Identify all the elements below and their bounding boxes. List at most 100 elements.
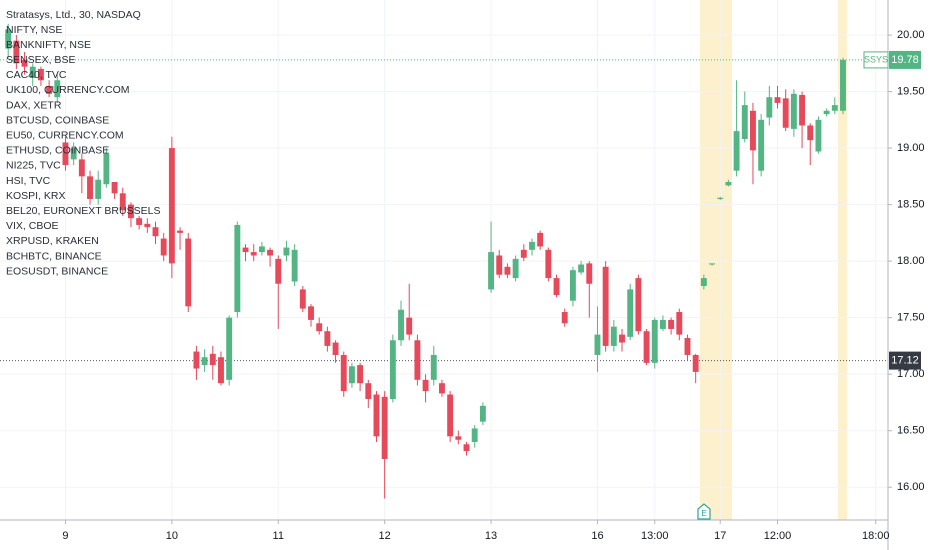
candle-body: [111, 182, 118, 194]
legend-entry: ETHUSD, COINBASE: [6, 145, 109, 157]
candle-body: [447, 394, 454, 437]
legend-entry: BTCUSD, COINBASE: [6, 114, 109, 126]
legend-entry: NI225, TVC: [6, 160, 61, 172]
candle-body: [389, 340, 396, 400]
candle-body: [70, 148, 77, 160]
candle-body: [537, 232, 544, 247]
candle-body: [250, 252, 257, 256]
candle-body: [733, 131, 740, 171]
x-tick-label: 10: [166, 530, 178, 542]
candle-body: [267, 249, 274, 256]
candle-body: [561, 312, 568, 324]
candle-body: [815, 119, 822, 152]
candle-body: [586, 263, 593, 284]
legend-entry: CAC40, TVC: [6, 69, 67, 81]
candle-body: [619, 334, 625, 343]
candle-body: [348, 366, 355, 384]
y-tick-label: 18.50: [897, 199, 925, 211]
candle-body: [520, 249, 527, 258]
candle-body: [308, 306, 314, 320]
candle-body: [258, 246, 265, 253]
legend-entry: BCHBTC, BINANCE: [6, 250, 102, 262]
candle-body: [741, 105, 748, 140]
crosshair-price-label: 17.12: [891, 355, 919, 367]
session-highlight: [700, 0, 732, 520]
candle-body: [725, 182, 732, 186]
candle-body: [569, 270, 576, 301]
legend-entry: KOSPI, KRX: [6, 190, 66, 202]
candle-body: [152, 227, 159, 237]
candle-body: [13, 40, 20, 64]
candle-body: [651, 319, 658, 363]
candle-body: [373, 394, 380, 437]
candle-body: [136, 218, 143, 225]
candle-body: [488, 252, 495, 290]
candle-body: [78, 159, 85, 177]
legend-entry: VIX, CBOE: [6, 220, 59, 232]
candle-body: [692, 354, 699, 372]
candle-body: [54, 80, 61, 98]
candle-body: [316, 323, 323, 332]
candle-body: [160, 238, 167, 256]
x-tick-label: 17: [714, 530, 726, 542]
candle-body: [119, 193, 126, 211]
candle-body: [823, 110, 830, 115]
candle-body: [504, 266, 511, 275]
y-tick-label: 16.50: [897, 425, 925, 437]
legend-entry: BANKNIFTY, NSE: [6, 39, 91, 51]
y-tick-label: 17.00: [897, 368, 925, 380]
legend-entry: EOSUSDT, BINANCE: [6, 265, 108, 277]
y-tick-label: 18.00: [897, 255, 925, 267]
earnings-label: E: [701, 509, 706, 518]
candle-body: [496, 255, 503, 275]
chart-title: Stratasys, Ltd., 30, NASDAQ: [6, 9, 141, 21]
candle-body: [594, 334, 601, 355]
candle-body: [209, 353, 216, 366]
candle-body: [37, 68, 44, 81]
candle-body: [790, 93, 797, 129]
y-tick-label: 19.50: [897, 85, 925, 97]
x-tick-label: 18:00: [862, 530, 890, 542]
candle-body: [62, 142, 69, 166]
candle-body: [340, 354, 347, 392]
candle-body: [774, 97, 781, 103]
candle-body: [709, 263, 715, 265]
candle-body: [758, 119, 765, 171]
candle-body: [193, 351, 200, 369]
legend-entry: HSI, TVC: [6, 175, 51, 187]
candle-body: [398, 309, 404, 341]
candle-body: [717, 197, 724, 199]
candle-body: [29, 66, 36, 78]
candle-body: [201, 357, 208, 366]
candle-body: [414, 340, 421, 380]
candle-body: [627, 289, 634, 337]
candle-body: [799, 94, 806, 126]
y-tick-label: 16.00: [897, 481, 925, 493]
candle-body: [578, 264, 585, 273]
y-tick-label: 20.00: [897, 29, 925, 41]
candle-body: [750, 110, 756, 151]
candle-body: [766, 97, 773, 118]
legend-entry: NIFTY, NSE: [6, 24, 62, 36]
candle-body: [545, 249, 552, 279]
candle-body: [103, 153, 110, 185]
x-tick-label: 16: [591, 530, 603, 542]
candle-body: [455, 436, 462, 440]
candle-body: [283, 247, 290, 256]
legend-entry: XRPUSD, KRAKEN: [6, 235, 99, 247]
candle-body: [185, 238, 192, 307]
candle-body: [357, 365, 364, 384]
candle-body: [479, 405, 486, 422]
symbol-tag: [863, 51, 889, 69]
x-tick-label: 13: [485, 530, 497, 542]
candle-body: [463, 444, 470, 452]
candle-body: [422, 379, 429, 392]
candle-body: [635, 278, 642, 332]
candle-body: [840, 59, 846, 111]
candle-body: [430, 354, 437, 380]
candle-body: [381, 396, 388, 459]
x-tick-label: 13:00: [641, 530, 669, 542]
candle-body: [218, 357, 224, 384]
candle-body: [168, 148, 175, 264]
candle-body: [226, 317, 233, 380]
